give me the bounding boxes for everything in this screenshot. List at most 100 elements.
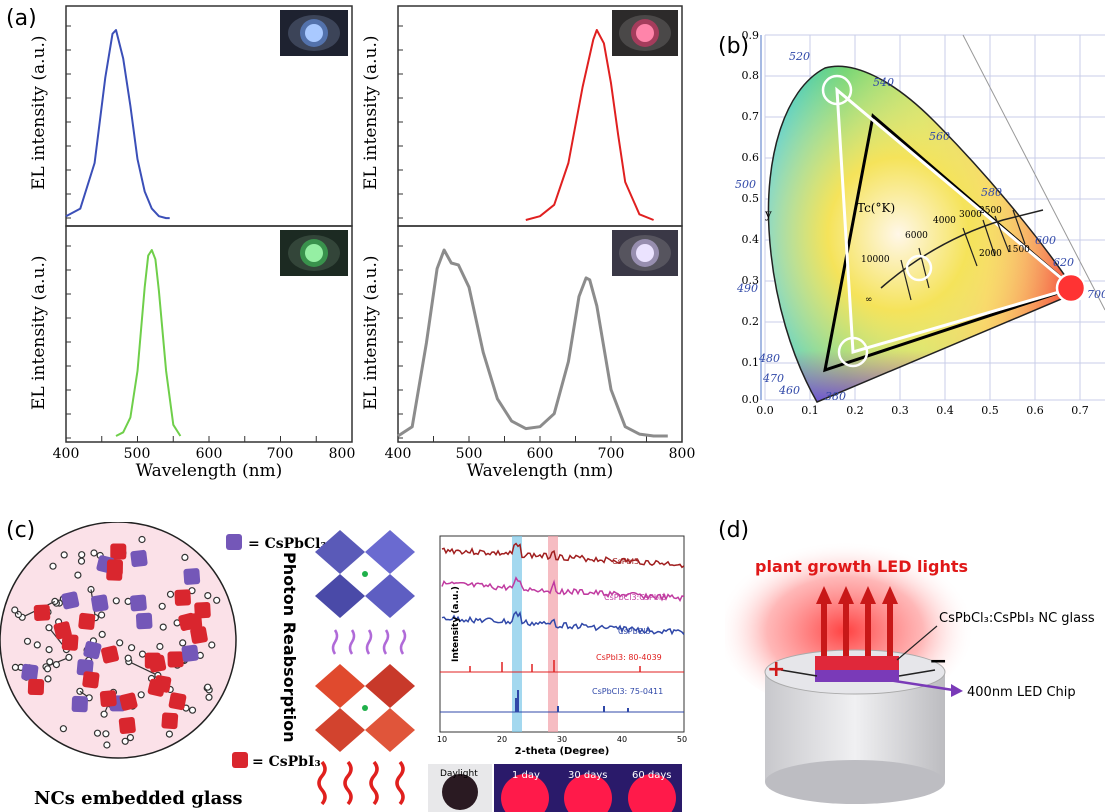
- network-atom: [156, 642, 164, 651]
- xrd-series-line-2: [441, 610, 685, 636]
- locus-label-4000: 4000: [933, 216, 956, 226]
- network-atom: [77, 557, 86, 565]
- cspbi3-nanocrystal: [167, 651, 184, 668]
- cspbcl3-nanocrystal: [61, 591, 80, 610]
- legend-i-label: = CsPbI₃: [252, 754, 321, 770]
- locus-label-6000: 6000: [905, 231, 928, 241]
- plant-growth-title: plant growth LED lights: [755, 557, 968, 576]
- cspbcl3-nanocrystal: [83, 641, 102, 660]
- xtick-right-700: 700: [598, 446, 625, 462]
- xrd-ref-cspbi3: CsPbI3: 80-4039: [596, 653, 662, 662]
- cie-ytick: 0.8: [742, 69, 760, 82]
- network-atom: [90, 549, 98, 557]
- panel-d-figure: plant growth LED lights + − CsPbCl₃:CsPb…: [725, 542, 1095, 804]
- wl-460: 460: [778, 384, 800, 397]
- spectrum-line-a-top-left: [65, 29, 170, 220]
- cspbi3-nanocrystal: [99, 690, 117, 708]
- locus-label-10000: 10000: [861, 255, 890, 265]
- network-atom: [11, 663, 19, 671]
- xrd-legend-cspbi3: CsPbI3: [612, 557, 639, 566]
- cie-ytick: 0.2: [742, 315, 760, 328]
- panel-label-d: (d): [718, 518, 750, 543]
- xtick-left-600: 600: [196, 446, 223, 462]
- photo-daylight-label: Daylight: [440, 769, 478, 779]
- cie-ytick: 0.1: [742, 356, 760, 369]
- cspbi3-nanocrystal: [27, 678, 45, 696]
- cspbi3-nanocrystal: [110, 543, 127, 560]
- panel-c-figure: = CsPbCl₃ = CsPbI₃ NCs embedded glass Ph…: [0, 522, 687, 812]
- cie-ytick: 0.9: [742, 30, 760, 42]
- wl-520: 520: [789, 50, 810, 63]
- cspbi3-nanocrystal: [185, 612, 203, 630]
- cie-ytick: 0.4: [742, 233, 760, 246]
- xtick-right-800: 800: [669, 446, 696, 462]
- panel-label-a: (a): [6, 6, 37, 31]
- glass-caption: NCs embedded glass: [34, 788, 243, 809]
- cie-ytick: 0.6: [742, 151, 760, 164]
- cie-ytick: 0.3: [742, 274, 760, 287]
- network-atom: [65, 653, 73, 661]
- network-atom: [78, 551, 86, 559]
- cspbcl3-nanocrystal: [130, 549, 148, 568]
- cie-ytick: 0.0: [742, 393, 760, 406]
- xrd-legend-cspbcl3: CsPbCl3: [618, 627, 651, 636]
- white-gamut-triangle: [835, 86, 1077, 354]
- network-atom: [43, 665, 52, 673]
- ylabel-top-left: EL intensity (a.u.): [29, 36, 49, 191]
- xrd-frame: [439, 535, 685, 733]
- legend-cl-swatch: [226, 534, 242, 550]
- locus-label-infinity: ∞: [865, 295, 873, 305]
- panel-b-cie-diagram: 10000 6000 4000 3000 2500 2000 1500 ∞ Tc…: [735, 30, 1105, 417]
- xrd-ylabel: Intensity (a.u.): [451, 586, 461, 662]
- network-atom: [60, 551, 68, 559]
- cspbcl3-nanocrystal: [135, 612, 153, 630]
- xtick-left-800: 800: [329, 446, 356, 462]
- cspbi3-nanocrystal: [118, 717, 136, 734]
- photon-reabsorption-label: Photon Reabsorption: [280, 552, 299, 743]
- nc-glass-label: CsPbCl₃:CsPbI₃ NC glass: [939, 611, 1095, 626]
- locus-label-1500: 1500: [1007, 245, 1030, 255]
- cspbi3-nanocrystal: [61, 634, 79, 651]
- network-atom: [45, 645, 53, 654]
- xlabel-right: Wavelength (nm): [467, 461, 614, 481]
- cie-ytick: 0.7: [742, 110, 760, 123]
- cie-ytick: 0.5: [742, 192, 760, 205]
- network-atom: [158, 602, 166, 610]
- ylabel-bottom-right: EL intensity (a.u.): [361, 256, 381, 411]
- spectrum-line-a-bottom-left: [115, 249, 182, 437]
- xtick-left-700: 700: [267, 446, 294, 462]
- legend-i-swatch: [232, 752, 248, 768]
- wl-480: 480: [758, 352, 780, 365]
- wl-600: 600: [1035, 234, 1056, 247]
- locus-label-2000: 2000: [979, 249, 1002, 259]
- cspbcl3-nanocrystal: [181, 644, 199, 662]
- octahedra-red: [315, 664, 415, 752]
- cie-xtick: 0.1: [801, 404, 819, 417]
- cspbcl3-nanocrystal: [129, 594, 147, 612]
- xrd-highlight-blue: [512, 536, 522, 732]
- xtick-right-400: 400: [385, 446, 412, 462]
- cspbcl3-nanocrystal: [21, 663, 39, 681]
- locus-label-3000: 3000: [959, 210, 982, 220]
- cspbi3-nanocrystal: [174, 589, 191, 606]
- point-circle-red: [1055, 272, 1087, 304]
- point-circle-blue: [837, 336, 869, 368]
- legend-cl-label: = CsPbCl₃: [248, 536, 327, 552]
- spectrum-line-a-bottom-right: [397, 248, 668, 438]
- xlabel-left: Wavelength (nm): [136, 461, 283, 481]
- network-atom: [44, 675, 52, 683]
- xrd-ref-cspbcl3: CsPbCl3: 75-0411: [592, 687, 663, 696]
- wl-500: 500: [735, 178, 756, 191]
- wl-470: 470: [762, 372, 784, 385]
- cspbi3-nanocrystal: [168, 692, 187, 711]
- network-atom: [188, 706, 197, 714]
- cie-ylabel: y: [764, 207, 772, 221]
- led-chip-label: 400nm LED Chip: [967, 685, 1076, 700]
- nc-glass-layer: [815, 656, 899, 670]
- network-atom: [49, 562, 57, 570]
- network-atom: [205, 693, 213, 701]
- cspbi3-nanocrystal: [101, 645, 119, 664]
- wl-700: 700: [1087, 288, 1105, 301]
- network-atom: [45, 624, 53, 632]
- black-gamut-triangle: [823, 113, 1076, 373]
